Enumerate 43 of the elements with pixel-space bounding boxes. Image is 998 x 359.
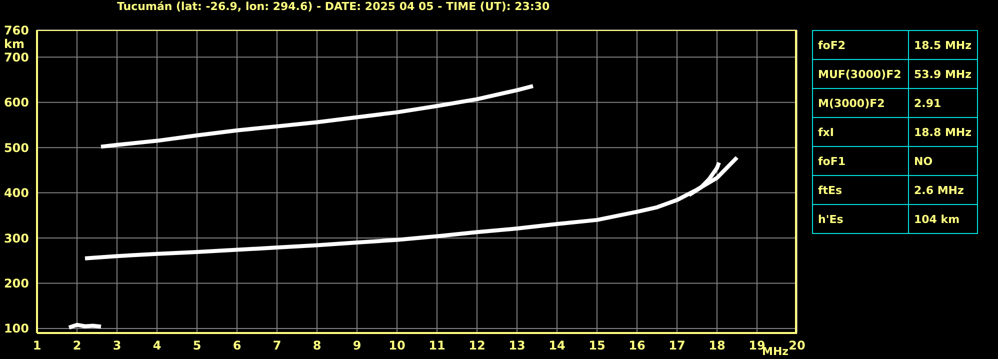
text: 18.5 MHz [908,30,978,60]
x-tick-label: 13 [508,338,526,353]
text: 53.9 MHz [908,60,978,88]
chart-title: Tucumán (lat: -26.9, lon: 294.6) - DATE: 2025 04 05 - TIME (UT): 23:30 [117,0,550,13]
x-tick-label: 15 [588,338,606,353]
text: 2.91 [908,88,978,118]
y-tick-label: 100 [4,322,29,336]
x-tick-label: 16 [628,338,646,353]
text: foF1 [812,146,908,176]
x-tick-label: 8 [312,338,322,353]
x-tick-label: 3 [112,338,122,353]
y-axis-title: km [4,37,24,51]
x-tick-label: 12 [468,338,486,353]
y-tick-label: 760 [4,23,29,38]
text: foF2 [812,30,908,60]
x-tick-label: 9 [352,338,362,353]
x-tick-label: 2 [72,338,82,353]
text: 104 km [908,204,978,234]
y-tick-label: 500 [4,140,29,155]
text: h'Es [812,204,908,234]
text: NO [908,146,978,176]
text: 2.6 MHz [908,176,978,204]
x-tick-label: 7 [272,338,282,353]
x-tick-label: 5 [192,338,202,353]
x-tick-label: 4 [152,338,162,353]
text: M(3000)F2 [812,88,908,118]
y-tick-label: 200 [4,276,29,291]
x-tick-label: 6 [232,338,242,353]
text: fxI [812,118,908,146]
y-tick-label: 400 [4,186,29,200]
text: MUF(3000)F2 [812,60,908,88]
text: ftEs [812,176,908,204]
text: 18.8 MHz [908,118,978,146]
y-tick-label: 300 [4,231,29,246]
x-tick-label: 11 [428,338,446,353]
x-tick-label: 18 [708,338,726,353]
x-tick-label: 20 [788,338,806,353]
x-tick-label: 10 [388,338,406,353]
y-tick-label: 700 [4,50,29,64]
x-tick-label: 1 [32,338,42,353]
x-tick-label: 14 [548,338,566,353]
y-tick-label: 600 [4,96,29,110]
x-tick-label: 17 [668,338,686,353]
